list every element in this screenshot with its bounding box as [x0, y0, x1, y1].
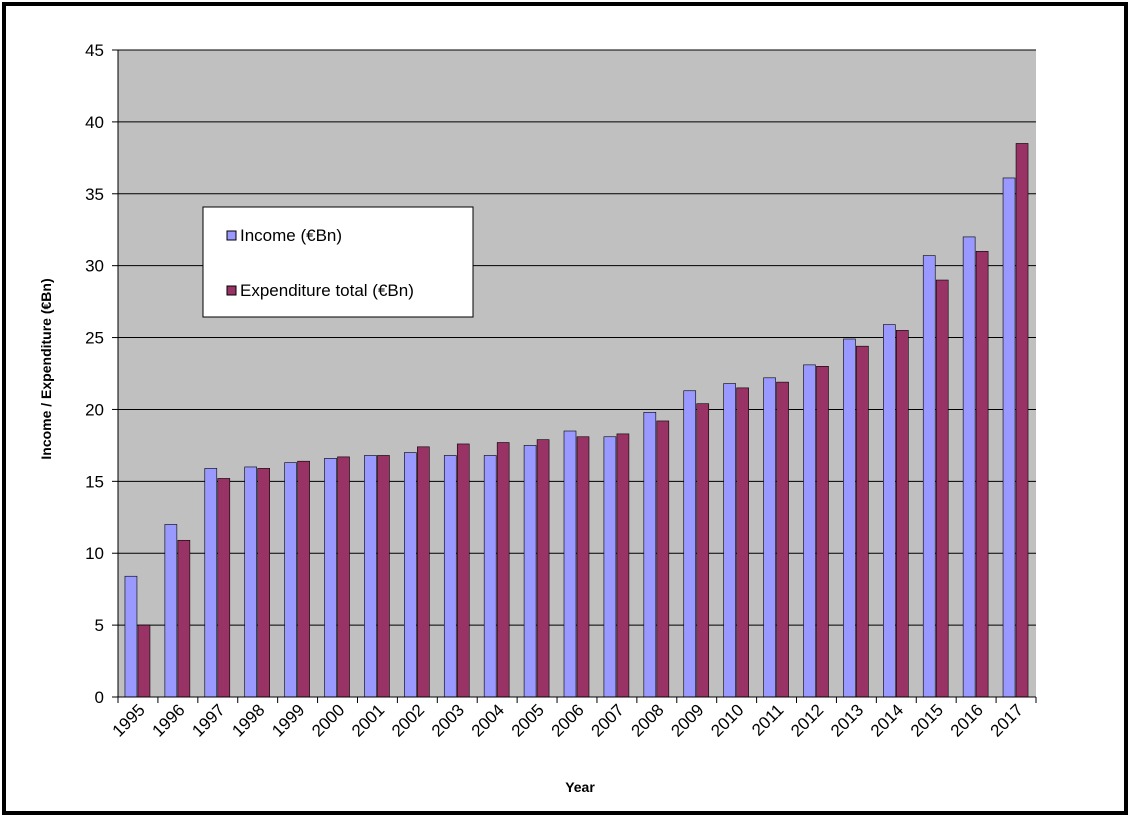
bar-income-2010: [723, 383, 736, 698]
bar-income-1995: [124, 575, 138, 698]
bar-expenditure-1995: [137, 624, 151, 698]
bar-expenditure-2013: [856, 345, 869, 698]
y-tick-label: 30: [85, 257, 104, 276]
bar-expenditure-2008: [656, 420, 670, 698]
y-tick-label: 35: [85, 185, 104, 204]
bar-income-1997: [204, 468, 218, 698]
x-axis-title: Year: [565, 779, 595, 795]
bars: [124, 143, 1029, 698]
bar-expenditure-2015: [935, 279, 949, 698]
x-tick-label: 2013: [827, 700, 867, 740]
bar-expenditure-2010: [736, 387, 749, 698]
x-tick-label: 2003: [428, 700, 468, 740]
x-tick-label: 2006: [548, 700, 588, 740]
x-tick-label: 2000: [308, 700, 348, 740]
x-tick-label: 2017: [987, 700, 1027, 740]
bar-income-2016: [962, 236, 976, 698]
axes: [117, 50, 1036, 698]
bar-income-2012: [803, 364, 816, 698]
x-tick-label: 2005: [508, 700, 548, 740]
legend-swatch-income: [226, 230, 237, 241]
x-tick-labels: 1995 1996 1997 1998 1999 2000 2001 2002 2003 2004…: [109, 697, 1037, 741]
bar-income-1998: [244, 466, 257, 698]
legend-label-expenditure: Expenditure total (€Bn): [240, 281, 414, 300]
bar-income-1996: [164, 524, 178, 698]
x-tick-label: 1998: [228, 700, 268, 740]
bar-expenditure-2006: [576, 436, 590, 698]
bar-income-2009: [683, 390, 697, 698]
bar-income-2014: [883, 324, 896, 698]
bar-expenditure-1999: [297, 460, 310, 698]
x-tick-label: 2002: [388, 700, 428, 740]
x-tick-label: 1997: [188, 700, 228, 740]
bar-expenditure-1998: [257, 468, 270, 698]
y-tick-label: 20: [85, 400, 104, 419]
y-tick-label: 25: [85, 329, 104, 348]
bar-expenditure-2001: [377, 455, 390, 698]
x-tick-label: 2001: [348, 700, 388, 740]
bar-income-2011: [763, 377, 776, 698]
bar-expenditure-2016: [975, 250, 989, 698]
x-tick-label: 2004: [468, 700, 508, 740]
bar-income-2007: [603, 436, 617, 698]
y-tick-label: 40: [85, 113, 104, 132]
y-tick-label: 5: [95, 616, 104, 635]
bar-income-2005: [523, 445, 537, 698]
bar-income-2013: [843, 338, 856, 698]
legend-swatch-expenditure: [226, 285, 237, 296]
bar-expenditure-2009: [696, 403, 710, 698]
bar-expenditure-2012: [816, 366, 829, 698]
legend-label-income: Income (€Bn): [240, 226, 342, 245]
y-tick-label: 15: [85, 472, 104, 491]
x-tick-label: 1995: [109, 700, 149, 740]
x-tick-label: 2014: [867, 700, 907, 740]
bar-income-2015: [922, 255, 936, 698]
y-tick-label: 0: [95, 688, 104, 707]
bar-expenditure-2017: [1015, 143, 1029, 698]
x-tick-label: 2007: [588, 700, 628, 740]
y-tick-labels: 0 5 10 15 20 25 30 35 40 45: [85, 41, 118, 707]
legend-box: [202, 206, 474, 318]
bar-expenditure-2011: [776, 381, 789, 698]
bar-income-2002: [404, 452, 417, 698]
bar-expenditure-2003: [456, 443, 470, 698]
bar-expenditure-2007: [616, 433, 630, 698]
x-tick-label: 2010: [707, 700, 747, 740]
y-tick-label: 45: [85, 41, 104, 60]
x-tick-label: 2009: [667, 700, 707, 740]
bar-income-2006: [563, 430, 577, 698]
x-tick-label: 2011: [748, 700, 787, 739]
y-axis-title: Income / Expenditure (€Bn): [38, 278, 54, 459]
bar-income-1999: [284, 462, 297, 698]
x-tick-label: 1996: [149, 700, 189, 740]
bar-income-2004: [483, 455, 497, 698]
x-tick-label: 2008: [627, 700, 667, 740]
y-tick-label: 10: [85, 544, 104, 563]
bar-expenditure-2002: [417, 446, 430, 698]
bar-income-2008: [643, 412, 657, 698]
x-tick-label: 2015: [907, 700, 947, 740]
x-tick-label: 2016: [947, 700, 987, 740]
bar-expenditure-2000: [337, 456, 350, 698]
x-tick-label: 1999: [268, 700, 308, 740]
bar-income-2003: [443, 455, 457, 698]
bar-expenditure-1997: [217, 478, 231, 698]
bar-income-2017: [1002, 177, 1016, 698]
bar-expenditure-2005: [536, 439, 550, 698]
bar-expenditure-2004: [496, 442, 510, 698]
legend: Income (€Bn) Expenditure total (€Bn): [202, 206, 474, 318]
bar-income-2001: [364, 455, 377, 698]
bar-income-2000: [324, 458, 337, 698]
x-tick-label: 2012: [787, 700, 827, 740]
bar-expenditure-2014: [896, 330, 909, 698]
bar-expenditure-1996: [177, 539, 191, 698]
